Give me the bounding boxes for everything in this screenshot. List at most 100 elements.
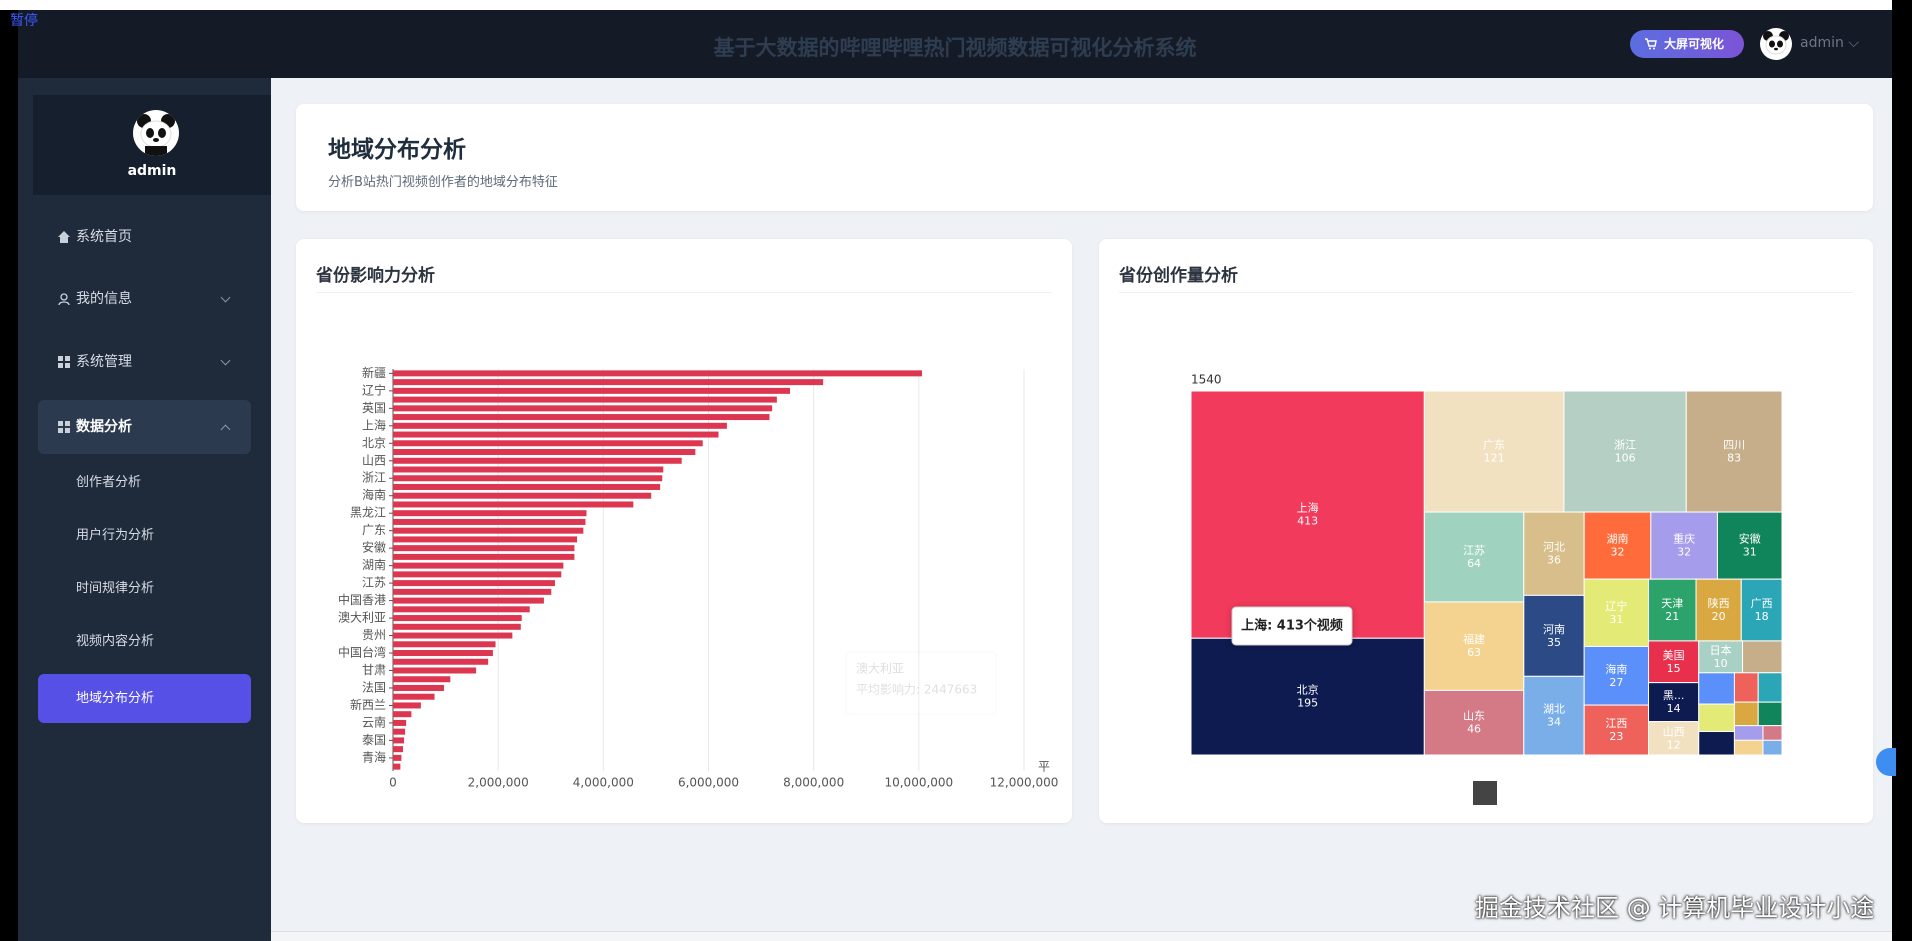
y-tick-label: 甘肃 [362,663,386,677]
grid-icon [58,356,70,368]
treemap-cell [1733,725,1764,741]
cell-name: 河北 [1543,541,1565,554]
bar [393,676,451,683]
cell-value: 23 [1609,730,1623,743]
bar [393,719,407,726]
bar [393,370,922,377]
menu-label: 我的信息 [76,291,132,307]
cell-name: 湖北 [1543,703,1565,716]
cell-name: 福建 [1463,632,1485,646]
menu-item-open[interactable]: 数据分析 [38,400,251,454]
y-tick-label: 海南 [362,487,386,502]
y-tick-label: 辽宁 [362,382,386,397]
side-tab[interactable] [1876,748,1896,776]
treemap-cell [1733,701,1759,727]
divider [316,292,1052,293]
cell-value: 32 [1611,546,1625,559]
breadcrumb [1473,781,1497,805]
cell-name: 湖南 [1607,533,1629,546]
header-user[interactable]: admin ⌵ [1800,35,1859,51]
bar [393,536,578,543]
bar [393,763,401,770]
treemap-cell [1423,390,1565,513]
menu-label: 系统管理 [76,354,132,370]
bar [393,667,477,674]
cell-value: 35 [1547,636,1561,649]
bar [393,387,791,394]
cell-name: 辽宁 [1605,599,1627,613]
treemap-cell [1762,739,1783,756]
submenu-item[interactable]: 用户行为分析 [76,528,155,543]
page-title: 地域分布分析 [328,137,466,163]
cell-name: 美国 [1663,649,1685,662]
menu-item[interactable]: 我的信息 [38,272,251,326]
cell-name: 北京 [1297,683,1319,697]
bar [393,475,663,482]
bar [393,440,703,447]
grid-icon [58,421,70,433]
cell-value: 15 [1667,662,1681,675]
submenu-item[interactable]: 时间规律分析 [76,581,155,596]
y-tick-label: 安徽 [362,540,386,555]
pause-label[interactable]: 暂停 [10,13,38,29]
chart-title: 省份创作量分析 [1119,266,1238,286]
cell-name: 河南 [1543,623,1565,636]
cell-name: 海南 [1605,662,1627,676]
header-avatar[interactable] [1760,28,1792,60]
bar [393,606,530,613]
scrollbar[interactable] [271,931,1892,941]
cell-name: 广东 [1483,439,1505,452]
treemap-cell [1757,701,1783,727]
cell-name: 黑... [1663,689,1685,702]
y-tick-label: 泰国 [362,733,386,747]
submenu-item[interactable]: 视频内容分析 [76,634,155,649]
big-screen-button[interactable]: 大屏可视化 [1630,30,1744,58]
bar [393,702,421,709]
cell-name: 天津 [1661,597,1683,610]
x-tick-label: 0 [389,776,397,790]
menu-item[interactable]: 系统首页 [38,210,251,264]
submenu-item[interactable]: 创作者分析 [76,475,142,490]
y-tick-label: 中国台湾 [338,645,386,660]
cell-value: 83 [1727,452,1741,465]
sidebar: admin 系统首页 我的信息 系统管理 数据分析 创作者分析 用户行为分析 时… [18,78,271,941]
y-tick-label: 澳大利亚 [338,611,386,625]
cell-name: 江西 [1605,717,1627,730]
tooltip-box [845,651,997,715]
y-tick-label: 山西 [362,453,386,467]
bar [393,414,770,421]
user-card: admin [33,95,271,195]
cell-name: 四川 [1723,439,1745,452]
treemap-cell [1698,672,1735,705]
bar [393,449,696,456]
treemap-cell [1757,672,1783,703]
bar [393,623,521,630]
treemap-cell [1698,703,1735,733]
cell-value: 10 [1714,657,1728,670]
y-tick-label: 黑龙江 [350,506,386,520]
cell-name: 浙江 [1614,439,1636,452]
submenu-item-active[interactable]: 地域分布分析 [38,674,251,723]
user-avatar [133,110,179,156]
cell-name: 重庆 [1673,532,1695,546]
tooltip-text: 上海: 413个视频 [1241,618,1343,634]
cart-icon [1645,38,1657,50]
treemap-cell [1685,390,1783,513]
x-tick-label: 4,000,000 [573,776,634,790]
bar [393,597,544,604]
cell-value: 31 [1743,546,1757,559]
y-tick-label: 江苏 [362,576,386,590]
page-subtitle: 分析B站热门视频创作者的地域分布特征 [328,175,558,190]
top-bar: 基于大数据的哔哩哔哩热门视频数据可视化分析系统 大屏可视化 admin ⌵ [18,10,1892,78]
menu-item[interactable]: 系统管理 [38,335,251,389]
page-header-card: 地域分布分析 分析B站热门视频创作者的地域分布特征 [296,104,1873,211]
cell-value: 63 [1467,646,1481,659]
x-axis-label: 平 [1038,760,1050,774]
bar [393,518,586,525]
bar [393,641,496,648]
cell-value: 14 [1667,702,1681,715]
treemap-cell [1423,511,1525,603]
treemap-cell [1698,731,1735,756]
user-name: admin [127,163,177,179]
